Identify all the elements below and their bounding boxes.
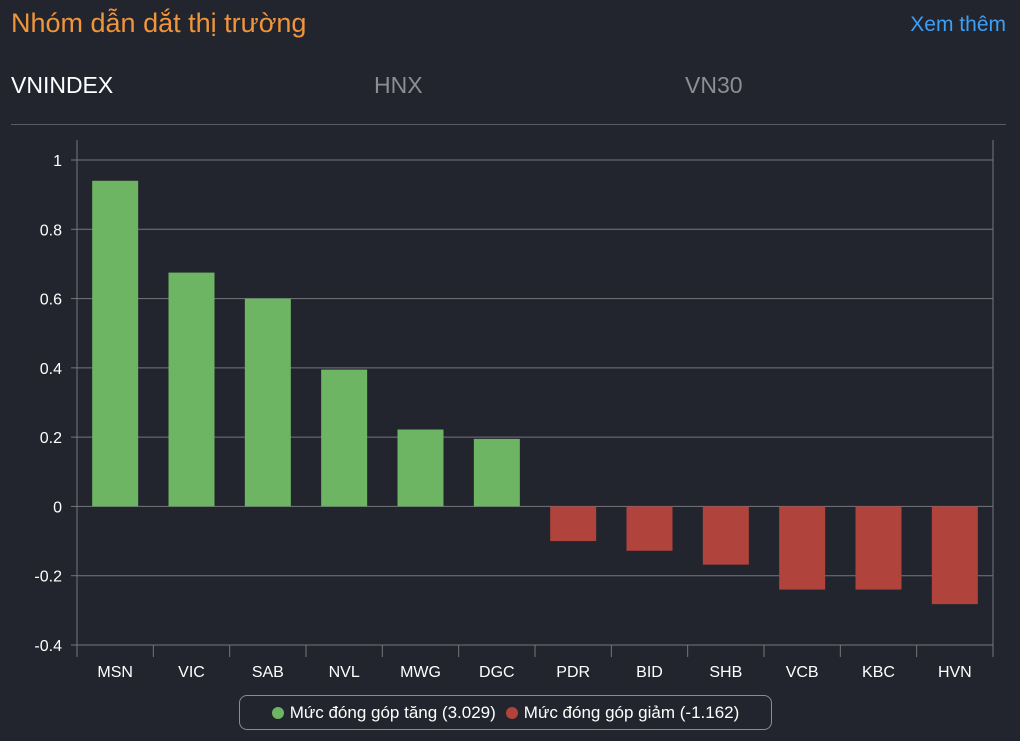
x-tick-label: SAB <box>252 664 284 681</box>
x-tick-label: SHB <box>709 664 742 681</box>
x-tick-label: VCB <box>786 664 819 681</box>
see-more-link[interactable]: Xem thêm <box>910 13 1006 36</box>
y-tick-label: -0.2 <box>34 569 62 586</box>
x-tick-label: DGC <box>479 664 515 681</box>
bar-nvl[interactable] <box>321 369 368 507</box>
tabs-divider <box>11 124 1006 125</box>
legend-item-positive[interactable]: Mức đóng góp tăng (3.029) <box>271 702 496 723</box>
x-tick-label: BID <box>636 664 663 681</box>
y-tick-label: 0.8 <box>40 222 62 239</box>
x-tick-label: VIC <box>178 664 205 681</box>
x-tick-labels: MSN VIC SAB NVL MWG DGC PDR BID SHB VCB KBC HVN <box>97 664 971 681</box>
bar-pdr[interactable] <box>550 506 597 542</box>
header: Nhóm dẫn dắt thị trường Xem thêm <box>11 8 1006 42</box>
bar-hvn[interactable] <box>931 506 978 605</box>
y-tick-label: 0.4 <box>40 361 62 378</box>
bar-mwg[interactable] <box>397 429 444 507</box>
index-tabs: VNINDEX HNX VN30 <box>11 72 1006 102</box>
bar-dgc[interactable] <box>473 438 520 507</box>
bar-vcb[interactable] <box>779 506 826 590</box>
bar-vic[interactable] <box>168 272 215 507</box>
x-tick-label: KBC <box>862 664 895 681</box>
bar-shb[interactable] <box>702 506 749 565</box>
contribution-bar-chart: -0.4 -0.2 0 0.2 0.4 0.6 0.8 1 MSN VIC SAB NVL MWG DG… <box>34 140 994 681</box>
tab-vnindex[interactable]: VNINDEX <box>11 72 114 98</box>
axes <box>71 140 994 657</box>
x-tick-label: NVL <box>329 664 360 681</box>
bar-msn[interactable] <box>92 180 139 507</box>
page-title: Nhóm dẫn dắt thị trường <box>11 8 307 38</box>
bar-bid[interactable] <box>626 506 673 551</box>
chart-legend: Mức đóng góp tăng (3.029) Mức đóng góp g… <box>239 695 772 730</box>
y-tick-label: -0.4 <box>34 638 62 655</box>
x-tick-label: HVN <box>938 664 972 681</box>
legend-dot-negative <box>505 706 518 719</box>
y-tick-label: 1 <box>53 153 62 170</box>
legend-dot-positive <box>271 706 284 719</box>
bar-kbc[interactable] <box>855 506 902 590</box>
tab-hnx[interactable]: HNX <box>374 72 423 98</box>
x-tick-label: PDR <box>556 664 590 681</box>
legend-item-negative[interactable]: Mức đóng góp giảm (-1.162) <box>505 702 740 723</box>
y-tick-label: 0 <box>53 499 62 516</box>
x-tick-label: MSN <box>97 664 133 681</box>
bars <box>92 180 978 605</box>
tab-vn30[interactable]: VN30 <box>685 72 743 98</box>
x-tick-label: MWG <box>400 664 441 681</box>
y-tick-label: 0.6 <box>40 292 62 309</box>
legend-label-negative: Mức đóng góp giảm (-1.162) <box>523 702 740 722</box>
bar-sab[interactable] <box>244 298 291 507</box>
legend-label-positive: Mức đóng góp tăng (3.029) <box>289 702 496 722</box>
y-tick-labels: -0.4 -0.2 0 0.2 0.4 0.6 0.8 1 <box>34 153 62 655</box>
y-tick-label: 0.2 <box>40 430 62 447</box>
